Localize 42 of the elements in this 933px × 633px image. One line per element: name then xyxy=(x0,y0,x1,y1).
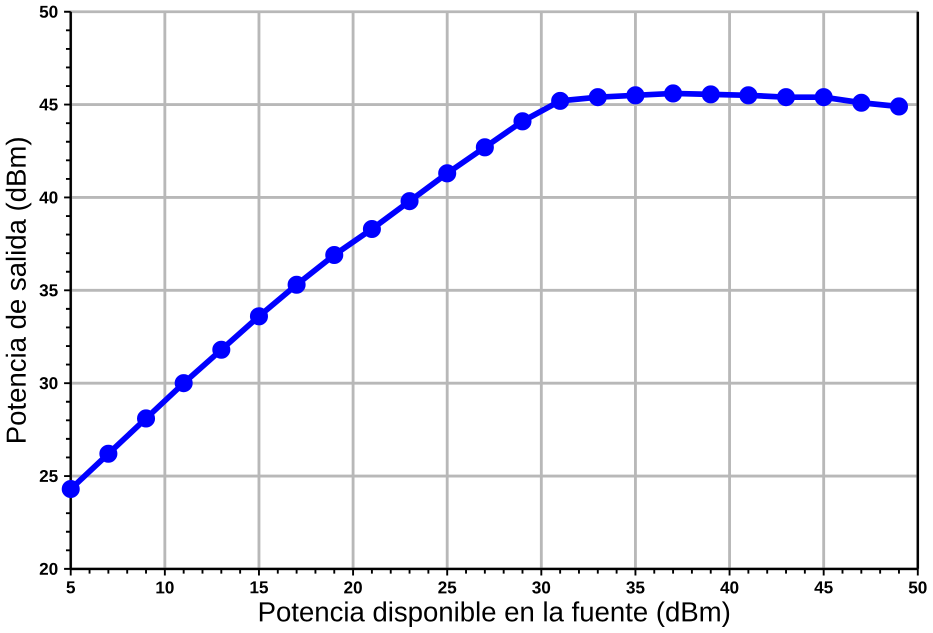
x-tick-label: 15 xyxy=(250,582,268,594)
point xyxy=(626,86,644,104)
x-tick-label: 20 xyxy=(344,582,362,594)
x-tick-label: 50 xyxy=(908,582,927,594)
point xyxy=(702,85,720,104)
point xyxy=(476,138,494,156)
point xyxy=(852,94,870,112)
point xyxy=(739,86,758,104)
y-tick-label: 20 xyxy=(40,562,58,576)
point xyxy=(250,307,268,326)
x-tick-label: 30 xyxy=(532,582,550,594)
point xyxy=(400,192,419,210)
point xyxy=(362,220,381,238)
point xyxy=(62,480,80,498)
point xyxy=(137,410,156,428)
point xyxy=(288,276,306,294)
point xyxy=(438,164,456,182)
y-axis-title: Potencia de salida (dBm) xyxy=(6,138,32,442)
x-tick-label: 45 xyxy=(814,582,833,594)
y-tick-label: 35 xyxy=(40,284,58,297)
point xyxy=(664,84,682,103)
y-tick-label: 50 xyxy=(40,6,58,18)
x-tick-label: 10 xyxy=(156,582,174,594)
point xyxy=(212,340,230,359)
point xyxy=(890,98,908,116)
y-tick-label: 25 xyxy=(40,470,58,482)
point xyxy=(777,88,796,106)
x-tick-label: 25 xyxy=(438,582,456,594)
point xyxy=(99,444,118,463)
point xyxy=(513,112,532,130)
y-tick-label: 45 xyxy=(39,98,58,111)
point xyxy=(588,88,607,106)
x-tick-label: 35 xyxy=(626,582,644,594)
y-tick-label: 40 xyxy=(39,192,58,204)
x-axis-title: Potencia disponible en la fuente (dBm) xyxy=(260,601,730,628)
y-tick-label: 30 xyxy=(40,377,58,390)
point xyxy=(551,92,570,110)
point xyxy=(325,246,344,264)
x-tick-label: 5 xyxy=(66,582,76,594)
point xyxy=(174,374,193,392)
point xyxy=(814,88,833,106)
x-tick-label: 40 xyxy=(720,582,738,594)
